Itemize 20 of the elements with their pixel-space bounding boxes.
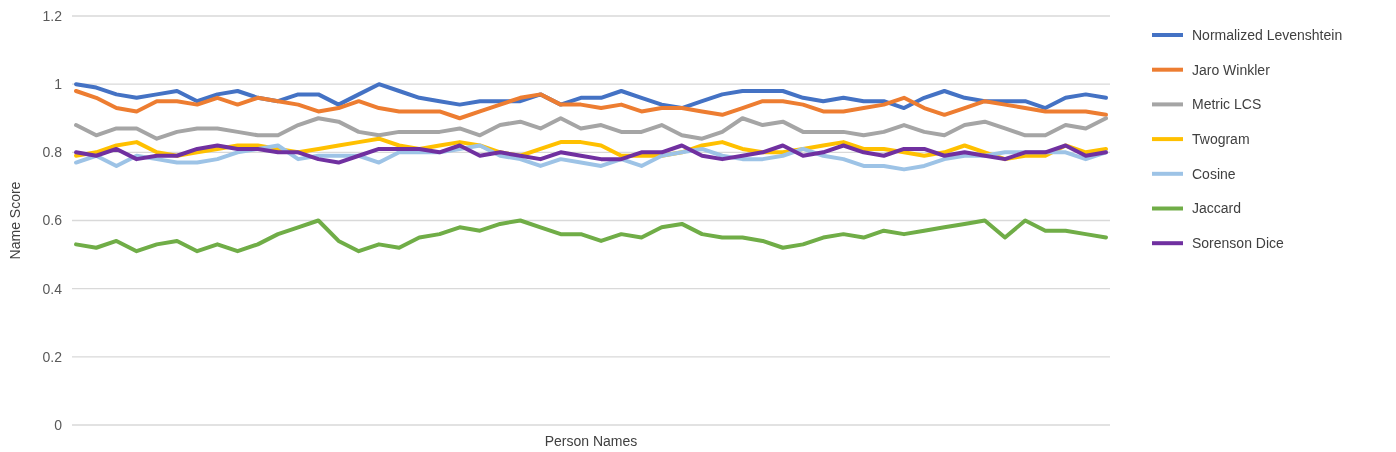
legend-label: Sorenson Dice: [1192, 235, 1285, 252]
y-tick-label: 0.4: [42, 280, 63, 297]
y-axis-title: Name Score: [7, 181, 23, 260]
legend-label: Jaro Winkler: [1192, 61, 1271, 78]
y-tick-label: 0: [54, 416, 63, 433]
line-series: [74, 218, 1108, 254]
legend-label: Metric LCS: [1192, 96, 1262, 113]
y-tick-label: 1: [54, 76, 63, 93]
y-tick-label: 0.6: [42, 212, 63, 229]
line-series: [74, 143, 1108, 165]
y-tick-label: 0.2: [42, 348, 63, 365]
line-series: [74, 88, 1108, 121]
y-tick-label: 0.8: [42, 144, 63, 161]
legend-label: Jaccard: [1192, 200, 1242, 217]
legend-label: Cosine: [1192, 165, 1236, 182]
x-axis-title: Person Names: [544, 433, 638, 449]
line-series: [74, 116, 1108, 141]
legend-label: Twogram: [1192, 131, 1250, 147]
y-tick-label: 1.2: [42, 7, 63, 24]
legend-label: Normalized Levenshtein: [1192, 26, 1343, 43]
